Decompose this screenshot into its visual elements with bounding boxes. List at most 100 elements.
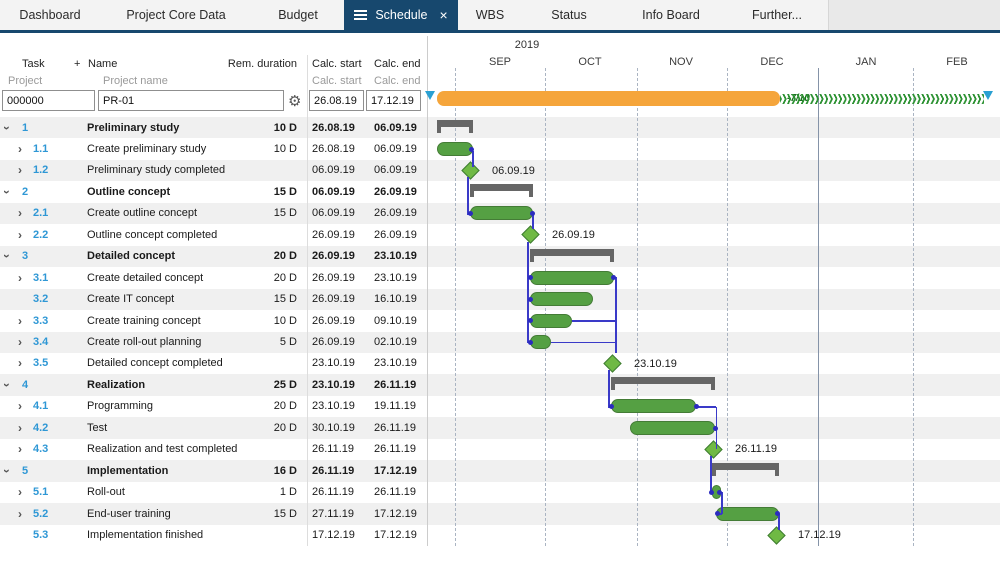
- expand-chevron-icon[interactable]: ›: [0, 382, 14, 387]
- task-calc-start: 26.09.19: [312, 228, 355, 241]
- row-stripe: [0, 481, 1000, 504]
- task-calc-start: 26.09.19: [312, 271, 355, 284]
- column-header-name[interactable]: Name: [88, 58, 118, 70]
- month-gridline: [455, 68, 456, 546]
- expand-chevron-icon[interactable]: ›: [18, 442, 22, 457]
- dependency-line: [721, 492, 723, 514]
- task-calc-end: 06.09.19: [374, 164, 417, 177]
- tab-info-board[interactable]: Info Board: [616, 0, 726, 30]
- expand-chevron-icon[interactable]: ›: [0, 468, 14, 473]
- milestone-date-label: 06.09.19: [492, 164, 535, 177]
- gantt-summary-4[interactable]: [611, 377, 715, 391]
- gantt-summary-2[interactable]: [470, 184, 533, 198]
- expand-chevron-icon[interactable]: ›: [18, 506, 22, 521]
- dependency-dot: [529, 211, 535, 216]
- task-calc-start: 06.09.19: [312, 164, 355, 177]
- month-gridline: [913, 68, 914, 546]
- task-calc-end: 16.10.19: [374, 293, 417, 306]
- task-name: Create roll-out planning: [87, 336, 202, 348]
- tab-project-core-data[interactable]: Project Core Data: [100, 0, 252, 30]
- gantt-bar-3.2[interactable]: [530, 292, 593, 307]
- task-calc-end: 23.10.19: [374, 250, 417, 263]
- dependency-line: [467, 177, 469, 214]
- task-duration: 1 D: [279, 486, 297, 499]
- expand-chevron-icon[interactable]: ›: [18, 227, 22, 242]
- expand-chevron-icon[interactable]: ›: [18, 335, 22, 349]
- project-buffer-bar[interactable]: [780, 94, 984, 104]
- add-column-button[interactable]: +: [74, 58, 81, 70]
- task-id: 2.1: [33, 207, 49, 220]
- expand-chevron-icon[interactable]: ›: [18, 485, 22, 500]
- gantt-bar-2.1[interactable]: [470, 206, 533, 221]
- project-name-input[interactable]: [98, 90, 284, 111]
- expand-chevron-icon[interactable]: ›: [18, 313, 22, 328]
- timeline-month-dec: DEC: [760, 56, 784, 68]
- gantt-summary-3[interactable]: [530, 248, 614, 262]
- gantt-bar-3.4[interactable]: [530, 335, 551, 349]
- gantt-bar-5.2[interactable]: [716, 506, 779, 521]
- gantt-bar-3.1[interactable]: [530, 270, 614, 285]
- task-name: Create detailed concept: [87, 271, 204, 284]
- tab-bar-filler: [828, 0, 1000, 30]
- tab-budget[interactable]: Budget: [252, 0, 344, 30]
- row-stripe: [0, 159, 1000, 182]
- expand-chevron-icon[interactable]: ›: [18, 399, 22, 414]
- task-calc-end: 26.11.19: [374, 443, 417, 456]
- tab-dashboard[interactable]: Dashboard: [0, 0, 100, 30]
- project-bar[interactable]: [437, 91, 780, 106]
- tab-schedule[interactable]: Schedule ×: [344, 0, 458, 30]
- project-calc-start-input[interactable]: [309, 90, 364, 111]
- task-calc-end: 06.09.19: [374, 121, 417, 134]
- dependency-dot: [527, 296, 533, 302]
- task-calc-start: 26.09.19: [312, 250, 355, 263]
- task-duration: 20 D: [273, 250, 297, 263]
- expand-chevron-icon[interactable]: ›: [0, 189, 14, 194]
- timeline-month-oct: OCT: [578, 56, 602, 68]
- row-stripe: [0, 310, 1000, 332]
- expand-chevron-icon[interactable]: ›: [18, 141, 22, 156]
- expand-chevron-icon[interactable]: ›: [18, 206, 22, 221]
- row-stripe: [0, 352, 1000, 375]
- tab-label: Status: [551, 8, 587, 22]
- task-calc-start: 23.10.19: [312, 378, 355, 391]
- column-header-calc-start[interactable]: Calc. start: [312, 58, 362, 70]
- expand-chevron-icon[interactable]: ›: [18, 270, 22, 285]
- gantt-bar-1.1[interactable]: [437, 141, 473, 156]
- gantt-bar-3.3[interactable]: [530, 313, 572, 328]
- project-end-marker-icon[interactable]: [983, 91, 993, 100]
- project-id-input[interactable]: [2, 90, 95, 111]
- gantt-bar-4.2[interactable]: [630, 420, 715, 435]
- task-name: Implementation: [87, 464, 169, 477]
- task-id: 4.3: [33, 443, 49, 456]
- tab-further-[interactable]: Further...: [726, 0, 828, 30]
- task-id: 4.1: [33, 400, 49, 413]
- tab-wbs[interactable]: WBS: [458, 0, 522, 30]
- row-stripe: [0, 117, 1000, 139]
- expand-chevron-icon[interactable]: ›: [0, 254, 14, 259]
- gantt-summary-5[interactable]: [712, 463, 779, 477]
- project-start-marker-icon[interactable]: [425, 91, 435, 100]
- row-stripe: [0, 524, 1000, 546]
- row-stripe: [0, 181, 1000, 203]
- expand-chevron-icon[interactable]: ›: [18, 420, 22, 435]
- subheader-calc-start: Calc. start: [312, 75, 362, 87]
- task-calc-start: 26.08.19: [312, 142, 355, 155]
- expand-chevron-icon[interactable]: ›: [18, 163, 22, 178]
- column-header-rem-duration[interactable]: Rem. duration: [227, 58, 297, 70]
- tab-status[interactable]: Status: [522, 0, 616, 30]
- timeline-month-nov: NOV: [669, 56, 693, 68]
- task-id: 5.2: [33, 507, 49, 520]
- expand-chevron-icon[interactable]: ›: [0, 125, 14, 130]
- task-calc-start: 23.10.19: [312, 357, 355, 370]
- row-stripe: [0, 374, 1000, 396]
- project-settings-gear-icon[interactable]: ⚙: [288, 93, 302, 110]
- project-calc-end-input[interactable]: [366, 90, 421, 111]
- tab-close-icon[interactable]: ×: [439, 7, 448, 23]
- column-header-task[interactable]: Task: [22, 58, 45, 70]
- gantt-summary-1[interactable]: [437, 120, 473, 133]
- column-header-calc-end[interactable]: Calc. end: [374, 58, 421, 70]
- tab-label: Budget: [278, 8, 318, 22]
- gantt-bar-4.1[interactable]: [611, 399, 696, 414]
- expand-chevron-icon[interactable]: ›: [18, 356, 22, 371]
